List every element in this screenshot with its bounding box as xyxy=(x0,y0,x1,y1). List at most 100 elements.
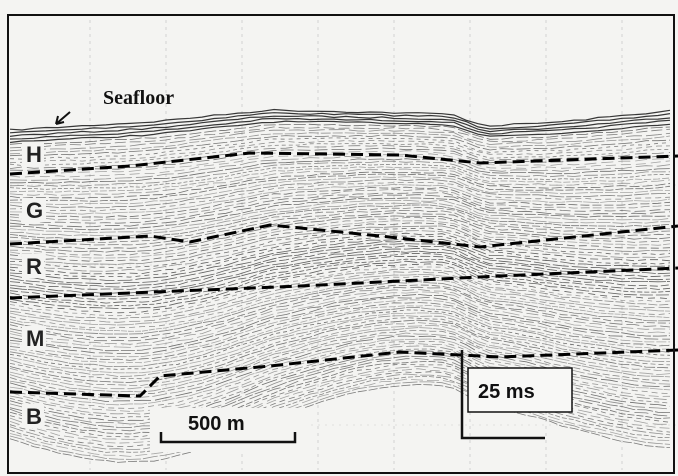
reflector xyxy=(9,358,671,432)
unit-label: B xyxy=(26,404,42,429)
reflector xyxy=(9,220,671,259)
reflector xyxy=(9,352,671,425)
reflector xyxy=(9,123,671,145)
reflector xyxy=(9,215,671,253)
reflector xyxy=(9,202,671,237)
reflector xyxy=(9,209,671,246)
reflector xyxy=(9,178,671,209)
reflector xyxy=(9,194,671,228)
label-bg xyxy=(22,142,44,166)
seafloor-arrow xyxy=(55,111,71,125)
horizon-line xyxy=(9,151,678,176)
reflector xyxy=(9,340,671,409)
reflector xyxy=(9,120,671,144)
reflector xyxy=(9,263,671,314)
vertical-scale-label: 25 ms xyxy=(478,381,535,403)
reflector xyxy=(9,166,671,193)
reflector xyxy=(9,253,671,300)
reflector xyxy=(9,160,671,187)
reflector xyxy=(10,197,671,231)
label-bg xyxy=(22,326,46,350)
horizon-line xyxy=(9,348,678,398)
reflector xyxy=(9,199,671,233)
reflector xyxy=(9,335,671,402)
unit-label: G xyxy=(26,198,43,223)
reflector xyxy=(9,384,671,463)
reflector xyxy=(9,281,671,335)
reflector xyxy=(9,140,671,164)
reflector xyxy=(9,296,671,355)
reflector xyxy=(9,286,671,342)
reflector xyxy=(9,268,671,320)
reflector xyxy=(9,137,671,160)
unit-label: M xyxy=(26,326,44,351)
reflector xyxy=(9,368,671,444)
reflector xyxy=(10,158,671,184)
reflector xyxy=(9,293,671,352)
label-bg xyxy=(22,254,44,278)
reflector xyxy=(9,186,671,218)
reflector xyxy=(9,309,671,370)
reflector xyxy=(9,188,671,221)
reflector xyxy=(9,176,671,206)
reflector xyxy=(9,279,671,332)
horizon-line xyxy=(9,266,678,300)
vertical-scale-box xyxy=(467,367,573,413)
reflector xyxy=(9,155,671,181)
reflector xyxy=(9,132,671,155)
seafloor-label: Seafloor xyxy=(103,87,174,109)
reflector xyxy=(9,327,671,393)
reflector xyxy=(9,183,671,215)
reflector xyxy=(9,217,671,256)
reflector xyxy=(9,322,671,386)
reflector xyxy=(9,108,671,131)
reflector xyxy=(9,222,671,262)
reflector xyxy=(9,315,671,377)
reflector xyxy=(9,276,671,329)
reflectors xyxy=(9,20,676,470)
reflector xyxy=(9,312,671,374)
reflector xyxy=(9,240,671,285)
reflector xyxy=(9,381,671,460)
reflector xyxy=(9,171,671,199)
reflector xyxy=(9,147,671,171)
reflector xyxy=(9,126,671,149)
reflector xyxy=(9,129,671,152)
reflector xyxy=(9,299,670,358)
reflector xyxy=(9,232,671,275)
reflector xyxy=(9,192,671,224)
frame xyxy=(7,14,675,474)
reflector xyxy=(9,274,671,326)
reflector xyxy=(9,212,671,250)
reflector xyxy=(9,163,671,190)
reflector xyxy=(9,182,671,212)
reflector xyxy=(9,373,671,451)
reflector xyxy=(9,284,671,339)
reflector xyxy=(9,134,671,157)
scale-bg xyxy=(150,408,310,452)
reflector xyxy=(9,266,671,317)
reflector xyxy=(9,255,671,304)
reflector xyxy=(9,206,671,243)
vertical-scale-bar xyxy=(460,350,545,440)
reflector xyxy=(9,376,671,453)
horizontal-scale-label: 500 m xyxy=(188,413,245,435)
reflector xyxy=(9,117,671,140)
reflector xyxy=(9,291,671,348)
reflector xyxy=(9,173,671,202)
reflector xyxy=(9,288,671,345)
reflector xyxy=(9,225,670,265)
horizontal-scale-bar xyxy=(159,432,297,444)
unit-label: R xyxy=(26,254,42,279)
reflector xyxy=(9,270,671,323)
reflector xyxy=(9,168,671,196)
reflector xyxy=(9,115,671,137)
horizon-line xyxy=(9,223,678,249)
reflector xyxy=(9,235,671,278)
reflector xyxy=(9,245,671,290)
reflector xyxy=(9,378,671,457)
unit-label: H xyxy=(26,142,42,167)
reflector xyxy=(9,307,671,367)
reflector xyxy=(9,143,671,166)
